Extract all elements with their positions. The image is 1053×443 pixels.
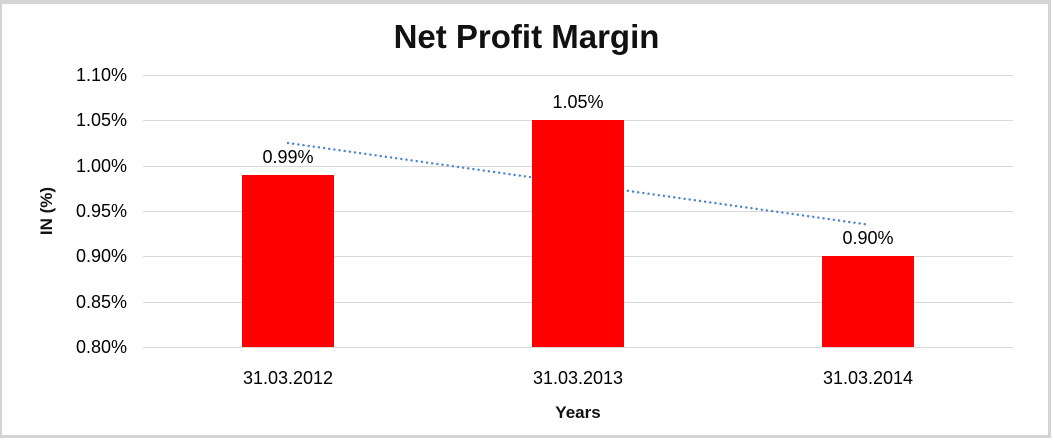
bar — [532, 120, 624, 347]
x-axis-category-label: 31.03.2013 — [532, 368, 624, 388]
gridline — [143, 75, 1013, 76]
x-axis-title: Years — [555, 403, 601, 422]
y-axis-tick-label: 0.80% — [75, 337, 127, 357]
y-axis-title: IN (%) — [37, 186, 56, 236]
x-axis-category-label: 31.03.2014 — [822, 368, 914, 388]
y-axis-tick-label: 1.05% — [75, 110, 127, 131]
bar-data-label: 0.90% — [842, 228, 894, 249]
y-axis-tick-label: 0.95% — [75, 201, 127, 221]
y-axis-tick-label: 0.85% — [75, 291, 127, 312]
y-axis-tick-label: 1.00% — [75, 155, 127, 176]
bar-data-label: 1.05% — [552, 92, 604, 113]
gridline — [143, 347, 1013, 348]
x-axis-category-label: 31.03.2012 — [242, 368, 334, 388]
bar — [242, 174, 334, 347]
bar-data-label: 0.99% — [262, 146, 314, 167]
y-axis-tick-label: 0.90% — [75, 246, 127, 267]
chart-title: Net Profit Margin — [393, 18, 660, 55]
y-axis-tick-label: 1.10% — [75, 65, 127, 85]
bar — [822, 256, 914, 347]
